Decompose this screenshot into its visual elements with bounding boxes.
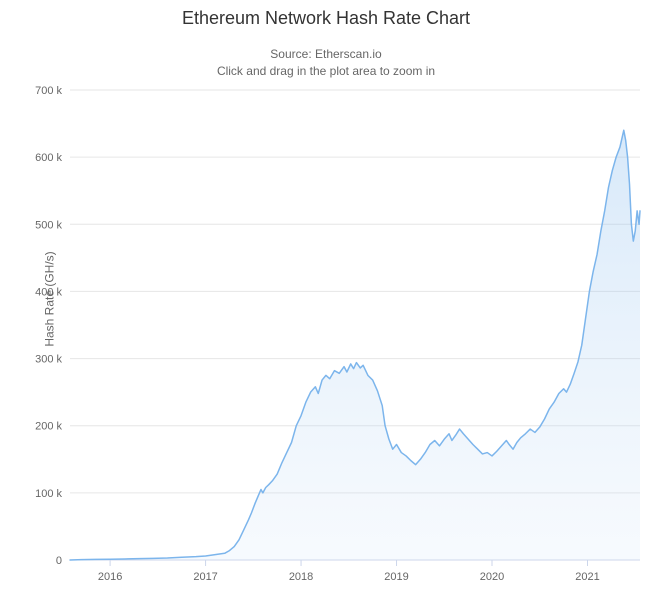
x-tick-label: 2018	[289, 571, 313, 583]
series-area	[70, 130, 640, 560]
y-tick-label: 300 k	[35, 354, 62, 366]
x-tick-label: 2016	[98, 571, 122, 583]
hash-rate-chart: Ethereum Network Hash Rate Chart Source:…	[0, 0, 652, 598]
x-tick-label: 2021	[575, 571, 599, 583]
y-tick-label: 600 k	[35, 152, 62, 164]
plot-area[interactable]: 0 100 k 200 k 300 k 400 k 500 k 600 k 700 k 2016…	[0, 0, 652, 598]
y-tick-label: 200 k	[35, 421, 62, 433]
y-tick-label: 500 k	[35, 219, 62, 231]
y-tick-label: 700 k	[35, 85, 62, 97]
y-tick-label: 0	[56, 555, 62, 567]
y-tick-label: 400 k	[35, 286, 62, 298]
y-tick-label: 100 k	[35, 488, 62, 500]
x-tick-label: 2020	[480, 571, 504, 583]
x-tick-label: 2019	[384, 571, 408, 583]
x-tick-label: 2017	[193, 571, 217, 583]
